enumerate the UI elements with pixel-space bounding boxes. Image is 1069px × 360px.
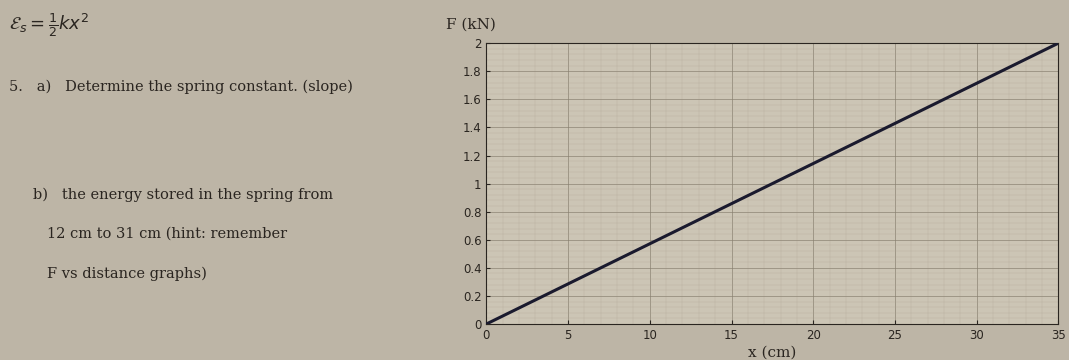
Text: b)   the energy stored in the spring from: b) the energy stored in the spring from xyxy=(33,187,334,202)
Text: F (kN): F (kN) xyxy=(447,18,496,32)
Text: 12 cm to 31 cm (hint: remember: 12 cm to 31 cm (hint: remember xyxy=(47,227,288,241)
Text: 5.   a)   Determine the spring constant. (slope): 5. a) Determine the spring constant. (sl… xyxy=(10,79,353,94)
Text: F vs distance graphs): F vs distance graphs) xyxy=(47,266,207,281)
Text: $\mathcal{E}_s = \frac{1}{2}kx^2$: $\mathcal{E}_s = \frac{1}{2}kx^2$ xyxy=(10,11,90,39)
X-axis label: x (cm): x (cm) xyxy=(748,346,796,360)
